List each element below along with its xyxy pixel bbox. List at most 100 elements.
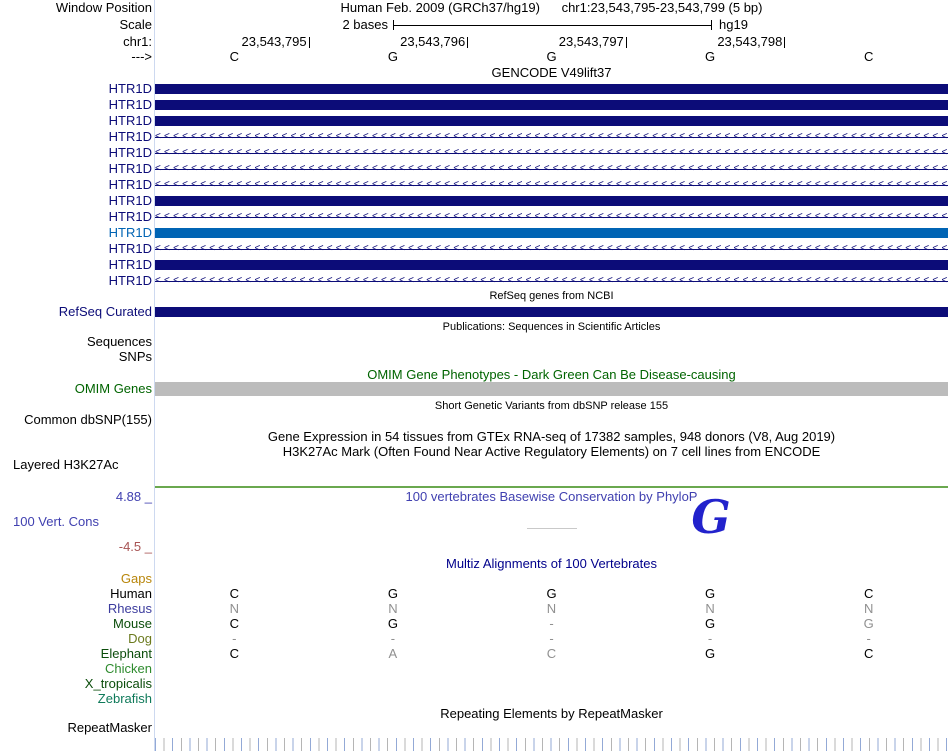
transcript-exon-bar[interactable] xyxy=(155,196,948,206)
species-label[interactable]: Human xyxy=(110,586,152,601)
h3k27ac-baseline xyxy=(155,486,948,488)
omim-genes-label[interactable]: OMIM Genes xyxy=(74,381,152,396)
gene-label[interactable]: HTR1D xyxy=(108,97,152,112)
intron-arrows[interactable]: <<<<<<<<<<<<<<<<<<<<<<<<<<<<<<<<<<<<<<<<… xyxy=(155,145,948,161)
alignment-letter: N xyxy=(863,601,874,616)
ruler-base-letter: G xyxy=(387,49,398,64)
alignment-letter: N xyxy=(229,601,239,616)
position-range: chr1:23,543,795-23,543,799 (5 bp) xyxy=(561,0,763,15)
alignment-letter: C xyxy=(229,616,239,631)
coordinate-label: 23,543,798 xyxy=(667,34,786,49)
track-title-dbsnp[interactable]: Short Genetic Variants from dbSNP releas… xyxy=(434,400,669,412)
coordinate-tick-icon xyxy=(625,37,627,48)
gene-label[interactable]: HTR1D xyxy=(108,113,152,128)
transcript-exon-bar[interactable] xyxy=(155,228,948,238)
gene-label[interactable]: HTR1D xyxy=(108,161,152,176)
species-label[interactable]: Chicken xyxy=(105,661,152,676)
alignment-letter: - xyxy=(549,616,554,631)
alignment-letter: N xyxy=(388,601,398,616)
transcript-exon-bar[interactable] xyxy=(155,260,948,270)
species-label[interactable]: Elephant xyxy=(100,646,152,661)
gene-label[interactable]: HTR1D xyxy=(108,241,152,256)
common-dbsnp-label[interactable]: Common dbSNP(155) xyxy=(24,412,152,427)
track-title-multiz[interactable]: Multiz Alignments of 100 Vertebrates xyxy=(445,556,657,571)
refseq-curated-label[interactable]: RefSeq Curated xyxy=(58,304,152,319)
alignment-letter: C xyxy=(229,646,239,661)
intron-arrows[interactable]: <<<<<<<<<<<<<<<<<<<<<<<<<<<<<<<<<<<<<<<<… xyxy=(155,177,948,193)
gene-label[interactable]: HTR1D xyxy=(108,177,152,192)
scale-bar xyxy=(393,20,712,30)
scale-value: 2 bases xyxy=(342,17,388,32)
ruler-base-letter: C xyxy=(863,49,874,64)
coordinate-label: 23,543,797 xyxy=(509,35,627,49)
phylop-track-label[interactable]: 100 Vert. Cons xyxy=(13,514,99,529)
intron-arrows[interactable]: <<<<<<<<<<<<<<<<<<<<<<<<<<<<<<<<<<<<<<<<… xyxy=(155,209,948,225)
base-tick-strip xyxy=(155,738,948,751)
phylop-zero-line xyxy=(527,528,577,529)
ruler-base-letter: G xyxy=(705,49,716,64)
track-title-repeatmasker[interactable]: Repeating Elements by RepeatMasker xyxy=(440,706,663,721)
alignment-letter: G xyxy=(387,586,398,601)
window-position-label: Window Position xyxy=(55,0,152,15)
intron-arrows[interactable]: <<<<<<<<<<<<<<<<<<<<<<<<<<<<<<<<<<<<<<<<… xyxy=(155,241,948,257)
track-title-refseq[interactable]: RefSeq genes from NCBI xyxy=(489,290,614,302)
alignment-letter: G xyxy=(705,616,716,631)
phylop-max-value: 4.88 _ xyxy=(115,489,152,504)
transcript-exon-bar[interactable] xyxy=(155,100,948,110)
gene-label[interactable]: HTR1D xyxy=(108,273,152,288)
alignment-letter: - xyxy=(390,631,396,646)
repeatmasker-label[interactable]: RepeatMasker xyxy=(67,720,152,735)
scale-label: Scale xyxy=(119,17,152,32)
gene-label[interactable]: HTR1D xyxy=(108,193,152,208)
alignment-letter: N xyxy=(705,601,715,616)
alignment-letter: C xyxy=(546,646,557,661)
track-title-phylop[interactable]: 100 vertebrates Basewise Conservation by… xyxy=(405,489,698,504)
intron-arrows[interactable]: <<<<<<<<<<<<<<<<<<<<<<<<<<<<<<<<<<<<<<<<… xyxy=(155,129,948,145)
omim-genes-bar[interactable] xyxy=(155,382,948,396)
transcript-exon-bar[interactable] xyxy=(155,116,948,126)
gene-label[interactable]: HTR1D xyxy=(108,225,152,240)
strand-direction-label: ---> xyxy=(131,49,152,64)
alignment-letter: G xyxy=(546,586,557,601)
gene-label[interactable]: HTR1D xyxy=(108,129,152,144)
coordinate-tick-icon xyxy=(467,37,469,48)
track-title-h3k27ac[interactable]: H3K27Ac Mark (Often Found Near Active Re… xyxy=(282,444,821,459)
ruler-base-letter: C xyxy=(229,49,239,64)
alignment-letter: G xyxy=(387,616,398,631)
coordinate-text: 23,543,795 xyxy=(241,34,307,49)
track-title-publications[interactable]: Publications: Sequences in Scientific Ar… xyxy=(442,321,661,333)
alignment-letter: - xyxy=(707,631,713,646)
species-label[interactable]: Dog xyxy=(128,631,152,646)
chrom-label: chr1: xyxy=(123,34,152,49)
gene-label[interactable]: HTR1D xyxy=(108,145,152,160)
refseq-curated-bar[interactable] xyxy=(155,307,948,317)
base-position-guideline xyxy=(154,0,155,751)
gene-label[interactable]: HTR1D xyxy=(108,257,152,272)
species-label[interactable]: X_tropicalis xyxy=(84,676,152,691)
intron-arrows[interactable]: <<<<<<<<<<<<<<<<<<<<<<<<<<<<<<<<<<<<<<<<… xyxy=(155,273,948,289)
species-label[interactable]: Gaps xyxy=(120,571,152,586)
alignment-letter: - xyxy=(549,631,554,646)
track-title-gtex[interactable]: Gene Expression in 54 tissues from GTEx … xyxy=(267,429,836,444)
coordinate-text: 23,543,798 xyxy=(717,34,783,49)
track-title-omim[interactable]: OMIM Gene Phenotypes - Dark Green Can Be… xyxy=(367,367,736,382)
alignment-letter: G xyxy=(705,586,716,601)
intron-arrows[interactable]: <<<<<<<<<<<<<<<<<<<<<<<<<<<<<<<<<<<<<<<<… xyxy=(155,161,948,177)
species-label[interactable]: Zebrafish xyxy=(97,691,152,706)
snps-label[interactable]: SNPs xyxy=(118,349,152,364)
gene-label[interactable]: HTR1D xyxy=(108,209,152,224)
layered-h3k27ac-label[interactable]: Layered H3K27Ac xyxy=(13,457,119,472)
alignment-letter: C xyxy=(229,586,239,601)
gene-label[interactable]: HTR1D xyxy=(108,81,152,96)
conservation-letter: G xyxy=(691,490,731,544)
sequences-label[interactable]: Sequences xyxy=(86,334,152,349)
species-label[interactable]: Rhesus xyxy=(107,601,152,616)
alignment-letter: N xyxy=(546,601,557,616)
coordinate-tick-icon xyxy=(308,37,310,48)
transcript-exon-bar[interactable] xyxy=(155,84,948,94)
position-header: Human Feb. 2009 (GRCh37/hg19) chr1:23,54… xyxy=(155,1,948,15)
alignment-letter: - xyxy=(232,631,237,646)
track-title-gencode[interactable]: GENCODE V49lift37 xyxy=(491,65,612,80)
species-label[interactable]: Mouse xyxy=(112,616,152,631)
